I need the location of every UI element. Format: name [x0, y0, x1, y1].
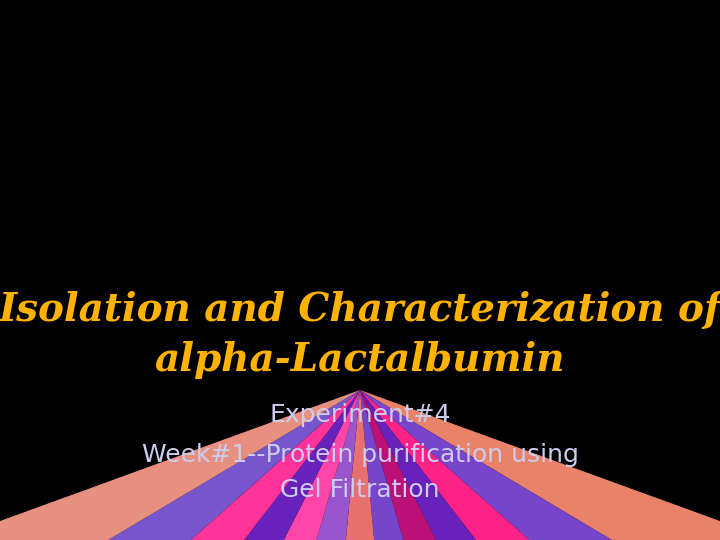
Wedge shape — [103, 390, 360, 540]
Text: alpha-Lactalbumin: alpha-Lactalbumin — [155, 341, 565, 379]
Wedge shape — [360, 390, 675, 540]
Wedge shape — [360, 390, 617, 540]
Wedge shape — [243, 390, 360, 540]
Text: Gel Filtration: Gel Filtration — [280, 478, 440, 502]
Wedge shape — [360, 390, 720, 540]
Text: Experiment#4: Experiment#4 — [269, 403, 451, 427]
Wedge shape — [45, 390, 360, 540]
Wedge shape — [170, 390, 360, 540]
Wedge shape — [0, 390, 360, 540]
Wedge shape — [360, 390, 720, 540]
Text: Week#1--Protein purification using: Week#1--Protein purification using — [142, 443, 578, 467]
Wedge shape — [0, 390, 360, 540]
Text: Isolation and Characterization of: Isolation and Characterization of — [0, 291, 720, 329]
Wedge shape — [320, 390, 400, 540]
Wedge shape — [360, 390, 477, 540]
Wedge shape — [360, 390, 550, 540]
